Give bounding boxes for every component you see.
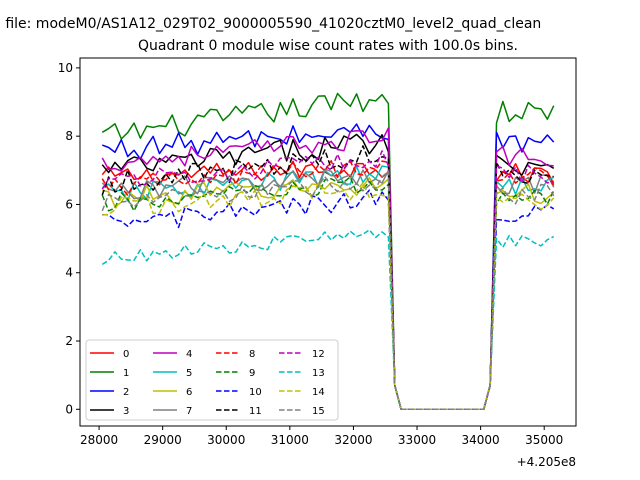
plot-frame: [79, 57, 577, 427]
y-tick-label: 4: [65, 266, 73, 280]
y-tick-label: 10: [58, 61, 73, 75]
series-line-15: [101, 170, 555, 411]
x-tick-label: 32000: [334, 433, 372, 447]
legend-label-1: 1: [123, 368, 129, 379]
chart-title: Quadrant 0 module wise count rates with …: [138, 38, 518, 54]
y-tick-label: 6: [65, 197, 73, 211]
x-tick-label: 31000: [271, 433, 309, 447]
y-tick-label: 8: [65, 129, 73, 143]
legend-label-4: 4: [186, 349, 192, 360]
series-line-12: [101, 150, 554, 411]
legend-label-6: 6: [186, 387, 192, 398]
legend-label-15: 15: [312, 406, 325, 417]
legend-label-2: 2: [123, 387, 129, 398]
file-title: n file: modeM0/AS1A12_029T02_9000005590_…: [0, 16, 541, 32]
legend-label-12: 12: [312, 349, 325, 360]
legend-label-10: 10: [249, 387, 262, 398]
x-axis: 28000 29000 30000 31000 32000 33000 34000 35000: [80, 426, 563, 447]
x-offset-label: +4.205e8: [517, 455, 576, 469]
y-axis: 0 2 4 6 8 10: [58, 61, 80, 416]
y-tick-label: 2: [65, 334, 73, 348]
legend-label-11: 11: [249, 406, 262, 417]
legend-label-3: 3: [123, 406, 129, 417]
legend-label-14: 14: [312, 387, 325, 398]
legend-label-13: 13: [312, 368, 325, 379]
legend-label-8: 8: [249, 349, 255, 360]
y-tick-label: 0: [65, 402, 73, 416]
legend-label-5: 5: [186, 368, 192, 379]
x-tick-label: 34000: [462, 433, 500, 447]
x-tick-label: 30000: [207, 433, 245, 447]
legend-label-0: 0: [123, 349, 129, 360]
x-tick-label: 29000: [144, 433, 182, 447]
x-tick-label: 28000: [80, 433, 118, 447]
series-line-14: [102, 181, 555, 411]
legend-label-7: 7: [186, 406, 192, 417]
legend-label-9: 9: [249, 368, 255, 379]
legend-box: [85, 339, 339, 421]
x-tick-label: 35000: [525, 433, 563, 447]
x-tick-label: 33000: [398, 433, 436, 447]
series-layer: [101, 92, 555, 411]
